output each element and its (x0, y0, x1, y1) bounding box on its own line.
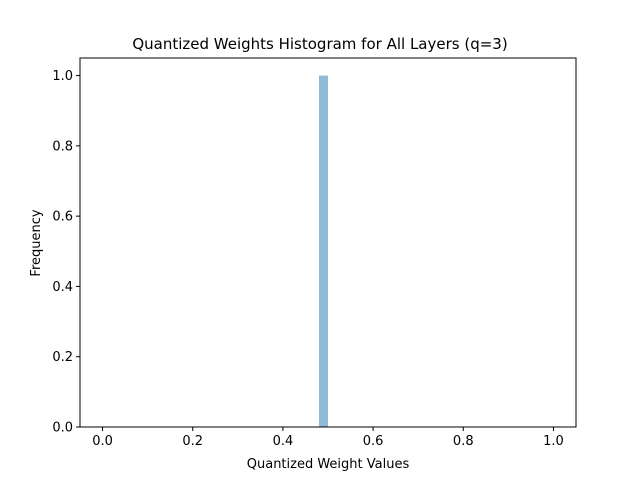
y-axis: 0.0 0.2 0.4 0.6 0.8 1.0 (52, 69, 80, 436)
histogram-bar (318, 75, 328, 428)
bars (318, 75, 328, 428)
y-tick-label: 1.0 (52, 69, 73, 84)
y-tick-label: 0.2 (52, 350, 73, 365)
x-tick-label: 0.8 (453, 434, 474, 449)
x-tick-label: 0.2 (182, 434, 203, 449)
x-axis: 0.0 0.2 0.4 0.6 0.8 1.0 (92, 427, 564, 449)
y-tick-label: 0.4 (52, 280, 73, 295)
plot-frame (79, 57, 577, 428)
y-tick-label: 0.0 (52, 421, 73, 436)
x-axis-title: Quantized Weight Values (247, 457, 410, 472)
x-tick-label: 0.6 (363, 434, 384, 449)
x-tick-label: 0.0 (92, 434, 113, 449)
y-tick-label: 0.6 (52, 210, 73, 225)
y-tick-label: 0.8 (52, 139, 73, 154)
x-tick-label: 0.4 (273, 434, 294, 449)
y-axis-title: Frequency (29, 209, 44, 276)
chart-title: Quantized Weights Histogram for All Laye… (132, 35, 507, 53)
x-tick-label: 1.0 (543, 434, 564, 449)
